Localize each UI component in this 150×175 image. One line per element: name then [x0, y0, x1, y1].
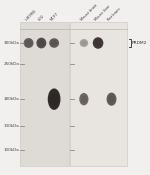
Text: 250kDa: 250kDa: [3, 62, 19, 66]
Text: U-87MG: U-87MG: [24, 8, 38, 22]
Ellipse shape: [93, 37, 103, 49]
Ellipse shape: [26, 40, 32, 46]
Ellipse shape: [48, 88, 60, 110]
FancyBboxPatch shape: [70, 22, 127, 166]
Ellipse shape: [51, 40, 57, 46]
Ellipse shape: [80, 39, 88, 47]
Ellipse shape: [36, 38, 46, 48]
Text: Mouse brain: Mouse brain: [80, 3, 98, 22]
Text: MCF7: MCF7: [50, 12, 60, 22]
Ellipse shape: [95, 40, 101, 47]
Text: LO2: LO2: [37, 14, 45, 22]
Ellipse shape: [79, 93, 88, 105]
Ellipse shape: [81, 41, 86, 45]
Ellipse shape: [50, 93, 58, 106]
Text: Rat brain: Rat brain: [107, 7, 122, 22]
Text: 130kDa: 130kDa: [4, 124, 19, 128]
Text: 100kDa: 100kDa: [4, 148, 19, 152]
Ellipse shape: [38, 40, 44, 46]
Ellipse shape: [109, 95, 114, 103]
FancyBboxPatch shape: [20, 22, 69, 166]
Ellipse shape: [81, 95, 87, 103]
Ellipse shape: [106, 93, 117, 106]
Ellipse shape: [24, 38, 34, 48]
Text: 180kDa: 180kDa: [4, 97, 19, 101]
Text: PRDM2: PRDM2: [131, 41, 147, 45]
Text: 300kDa: 300kDa: [3, 41, 19, 45]
Ellipse shape: [49, 38, 59, 48]
Text: Mouse liver: Mouse liver: [94, 4, 111, 22]
